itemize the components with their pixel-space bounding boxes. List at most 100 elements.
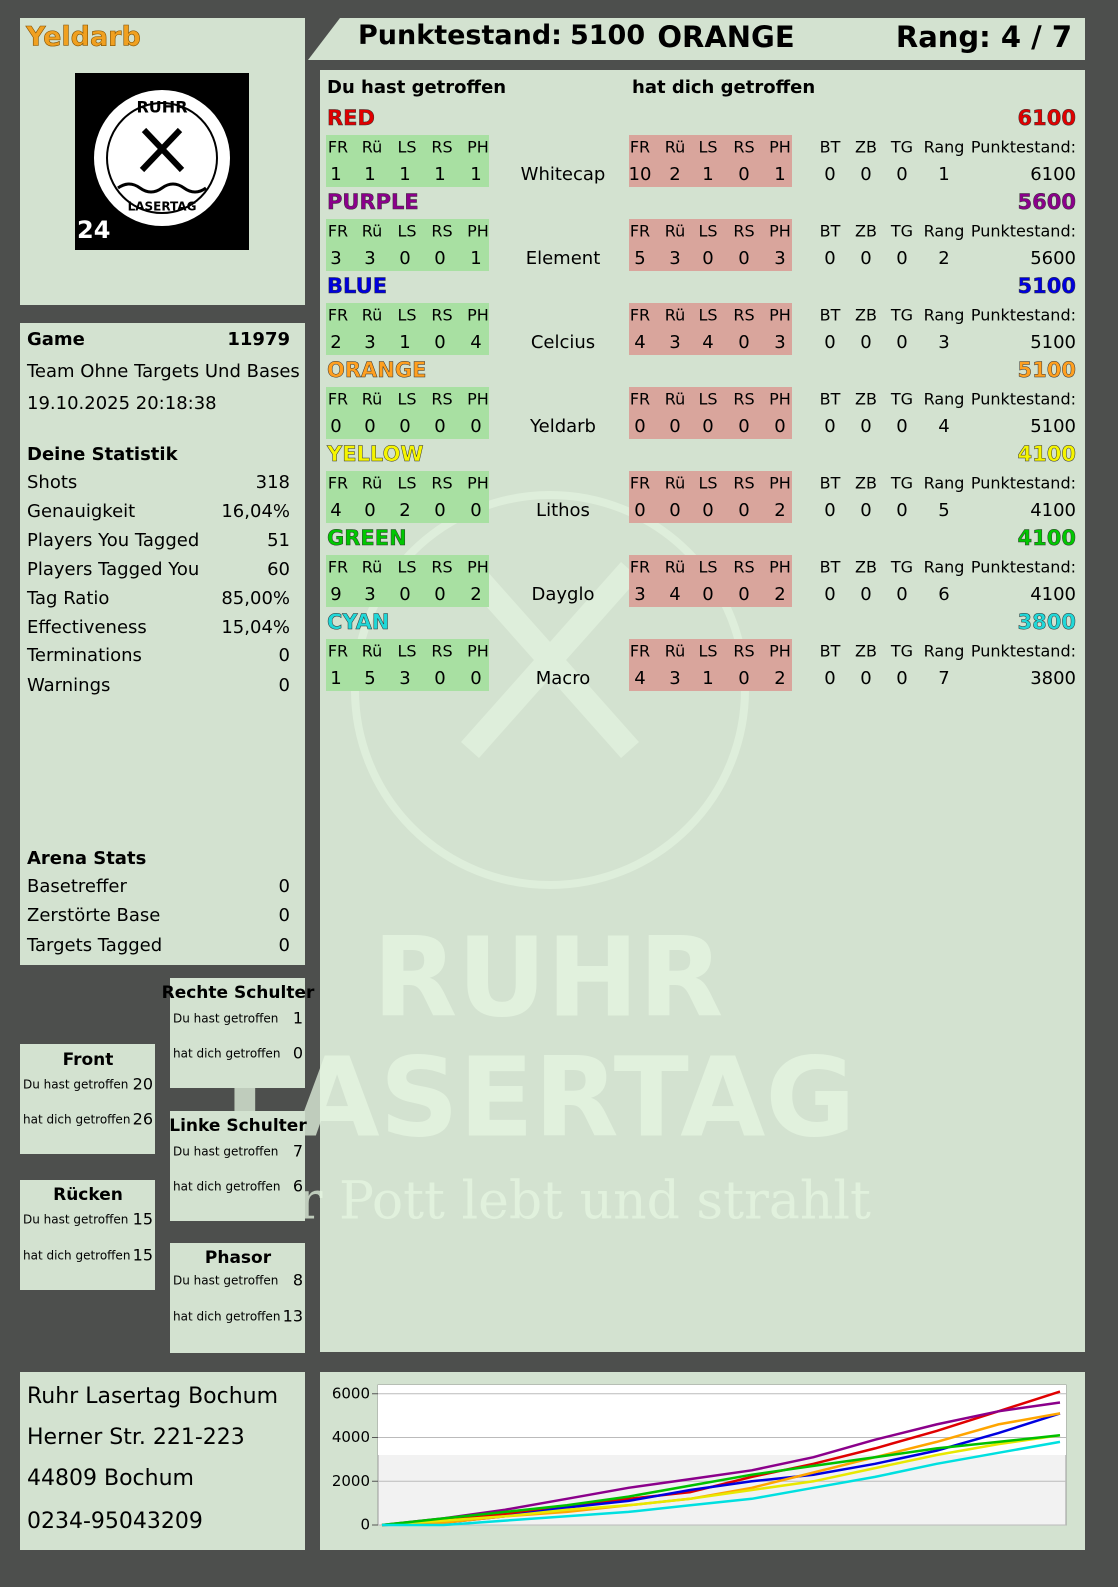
taken-value: 4 (634, 332, 645, 353)
stat-label: Shots (27, 472, 77, 493)
hit-column: PH (769, 642, 791, 661)
hit-column: PH (769, 558, 791, 577)
stat-label: Terminations (26, 645, 142, 666)
taken-value: 3 (669, 332, 680, 353)
taken-value: 5 (634, 248, 645, 269)
taken-value: 4 (669, 584, 680, 605)
extra-value: 0 (824, 248, 835, 269)
given-value: 0 (470, 416, 481, 437)
zone-label: Du hast getroffen (173, 1012, 278, 1026)
hit-column: Rü (665, 558, 686, 577)
zone-value: 20 (133, 1075, 153, 1094)
extra-column: TG (890, 390, 913, 409)
game-label: Game (27, 329, 85, 350)
hit-column: LS (397, 138, 416, 157)
taken-value: 0 (738, 416, 749, 437)
stat-value: 318 (256, 472, 290, 493)
given-value: 1 (470, 248, 481, 269)
hit-column: LS (397, 390, 416, 409)
hit-column: RS (431, 222, 452, 241)
hit-column: Rü (362, 642, 383, 661)
team-player: Macro (536, 668, 590, 689)
team-player: Dayglo (532, 584, 595, 605)
zone-value: 26 (133, 1110, 153, 1129)
zone-value: 0 (293, 1044, 303, 1063)
logo-hammer (141, 127, 185, 173)
hit-column: LS (698, 222, 717, 241)
taken-value: 3 (634, 584, 645, 605)
taken-value: 2 (774, 584, 785, 605)
team-player: Celcius (531, 332, 595, 353)
extra-value: 0 (824, 668, 835, 689)
zone-box (20, 1044, 155, 1154)
arena-label: Zerstörte Base (27, 905, 160, 926)
hit-column: PH (467, 390, 489, 409)
taken-value: 3 (669, 248, 680, 269)
taken-value: 0 (702, 416, 713, 437)
zone-value: 7 (293, 1142, 303, 1161)
hit-column: Rü (665, 306, 686, 325)
taken-cells (629, 471, 792, 523)
hit-column: Rü (665, 474, 686, 493)
logo-wave (117, 182, 207, 194)
given-value: 0 (434, 248, 445, 269)
hit-column: RS (431, 558, 452, 577)
taken-value: 4 (634, 668, 645, 689)
hit-column: LS (698, 138, 717, 157)
zone-value: 15 (133, 1210, 153, 1229)
hit-column: PH (467, 138, 489, 157)
hit-column: RS (733, 306, 754, 325)
hit-column: LS (397, 306, 416, 325)
taken-value: 0 (738, 500, 749, 521)
extra-column: TG (890, 642, 913, 661)
rank: Rang: 4 / 7 (896, 20, 1072, 54)
hit-column: LS (698, 642, 717, 661)
zone-value: 6 (293, 1177, 303, 1196)
extra-value: 0 (824, 416, 835, 437)
extra-column: Rang (924, 306, 965, 325)
zone-box (170, 978, 305, 1088)
extra-value: 5 (938, 500, 949, 521)
team-score: 5100 (1018, 358, 1076, 382)
given-value: 1 (399, 164, 410, 185)
hit-column: LS (698, 390, 717, 409)
given-value: 1 (434, 164, 445, 185)
extra-value: 4100 (1030, 584, 1076, 605)
taken-value: 0 (669, 416, 680, 437)
hit-column: FR (630, 306, 650, 325)
extra-column: ZB (855, 390, 877, 409)
taken-value: 0 (738, 248, 749, 269)
team-name: BLUE (327, 274, 387, 298)
team-score: 5100 (1018, 274, 1076, 298)
given-value: 0 (434, 500, 445, 521)
hit-column: LS (698, 306, 717, 325)
extra-value: 7 (938, 668, 949, 689)
extra-value: 0 (896, 668, 907, 689)
extra-column: TG (890, 306, 913, 325)
given-value: 2 (330, 332, 341, 353)
hit-column: FR (328, 222, 348, 241)
y-tick-label: 0 (360, 1516, 370, 1534)
hit-column: Rü (362, 138, 383, 157)
extra-column: BT (820, 474, 841, 493)
taken-value: 2 (774, 500, 785, 521)
given-value: 4 (330, 500, 341, 521)
stat-value: 85,00% (221, 588, 290, 609)
extra-value: 5600 (1030, 248, 1076, 269)
extra-value: 4 (938, 416, 949, 437)
logo-bottom: LASERTAG (128, 200, 197, 214)
hit-column: RS (431, 642, 452, 661)
given-value: 3 (364, 332, 375, 353)
taken-value: 0 (702, 248, 713, 269)
extra-value: 0 (860, 248, 871, 269)
extra-column: Punktestand: (971, 642, 1076, 661)
extra-value: 0 (896, 248, 907, 269)
zone-title: Front (63, 1050, 114, 1070)
hit-column: LS (397, 222, 416, 241)
taken-value: 0 (738, 584, 749, 605)
extra-value: 3 (938, 332, 949, 353)
given-header: Du hast getroffen (327, 77, 506, 98)
stats-panel (20, 323, 305, 965)
extra-value: 0 (896, 584, 907, 605)
